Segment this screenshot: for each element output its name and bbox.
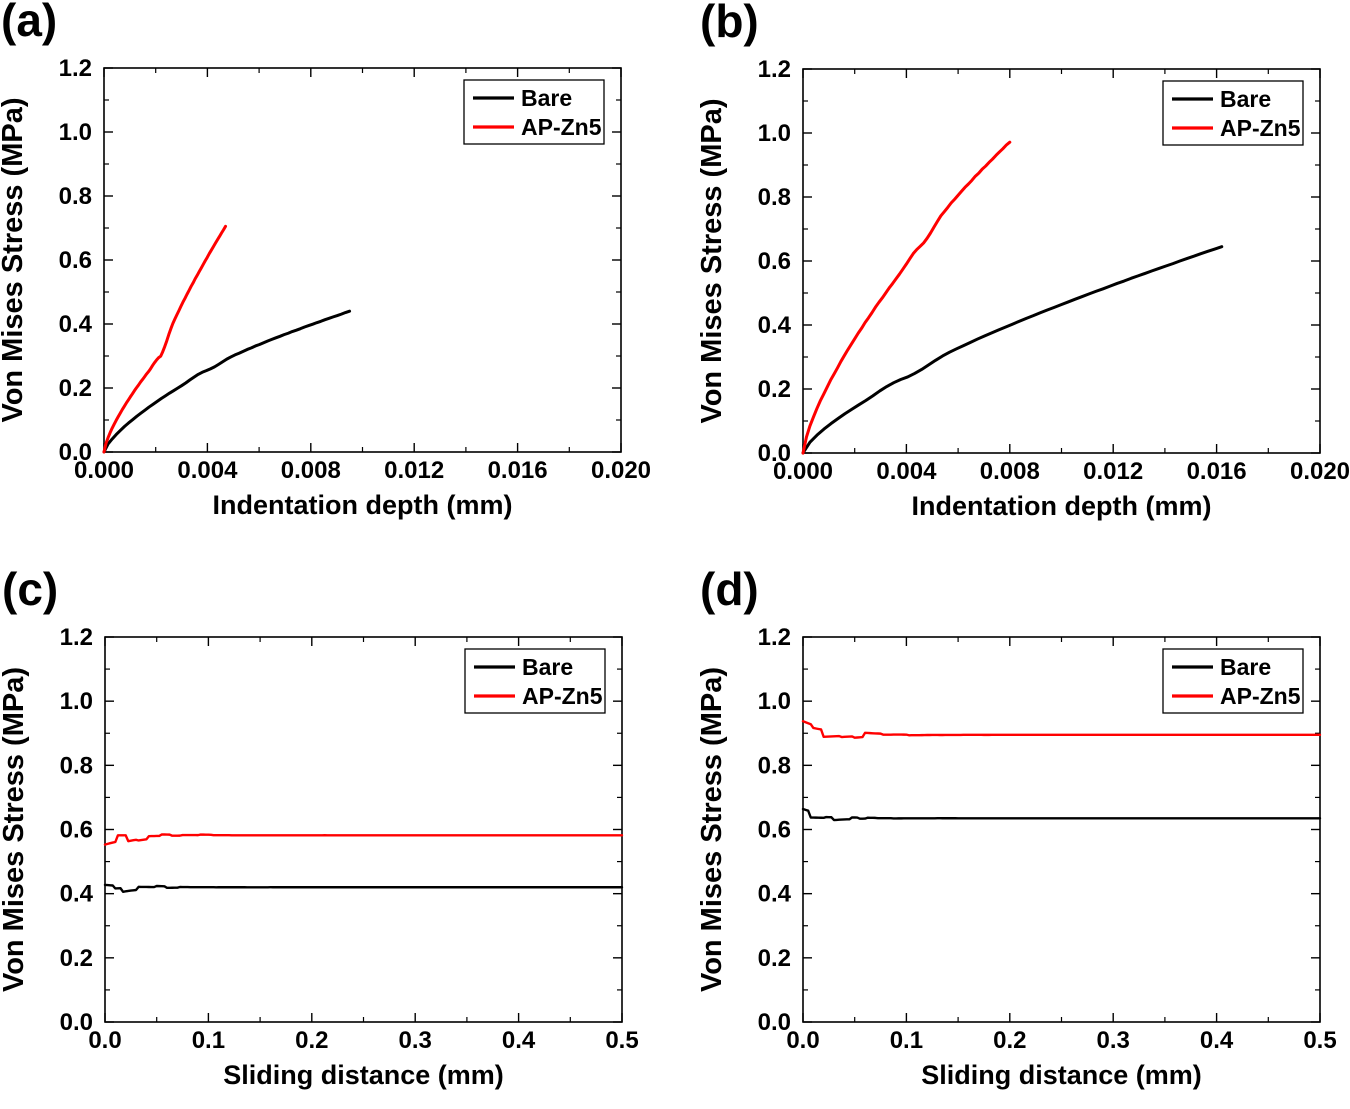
svg-text:0.016: 0.016 xyxy=(488,457,548,484)
svg-text:Indentation depth (mm): Indentation depth (mm) xyxy=(912,491,1212,521)
svg-text:0.0: 0.0 xyxy=(786,1027,819,1054)
svg-text:0.2: 0.2 xyxy=(993,1027,1026,1054)
svg-text:0.020: 0.020 xyxy=(591,457,651,484)
svg-text:Bare: Bare xyxy=(1220,654,1271,680)
svg-text:AP-Zn5: AP-Zn5 xyxy=(522,683,603,709)
svg-text:0.4: 0.4 xyxy=(59,311,93,338)
svg-text:Von Mises Stress (MPa): Von Mises Stress (MPa) xyxy=(0,97,29,422)
svg-text:1.0: 1.0 xyxy=(758,120,791,147)
svg-text:0.8: 0.8 xyxy=(59,183,92,210)
svg-text:Bare: Bare xyxy=(1220,86,1271,112)
svg-text:0.8: 0.8 xyxy=(758,184,791,211)
svg-text:0.008: 0.008 xyxy=(281,457,341,484)
svg-text:Sliding distance (mm): Sliding distance (mm) xyxy=(223,1060,504,1090)
svg-text:0.004: 0.004 xyxy=(876,458,937,485)
svg-text:1.0: 1.0 xyxy=(59,119,92,146)
svg-text:0.3: 0.3 xyxy=(1097,1027,1130,1054)
svg-text:0.020: 0.020 xyxy=(1290,458,1350,485)
svg-text:0.004: 0.004 xyxy=(177,457,238,484)
svg-text:Bare: Bare xyxy=(521,85,572,111)
svg-text:0.2: 0.2 xyxy=(59,375,92,402)
svg-text:0.4: 0.4 xyxy=(502,1027,536,1054)
svg-text:0.4: 0.4 xyxy=(758,312,792,339)
svg-text:0.6: 0.6 xyxy=(758,248,791,275)
svg-text:Von Mises Stress (MPa): Von Mises Stress (MPa) xyxy=(696,667,728,992)
svg-text:0.2: 0.2 xyxy=(60,945,93,972)
svg-text:1.2: 1.2 xyxy=(758,624,791,651)
svg-text:AP-Zn5: AP-Zn5 xyxy=(1220,683,1301,709)
svg-text:Von Mises Stress (MPa): Von Mises Stress (MPa) xyxy=(696,98,728,423)
svg-text:0.2: 0.2 xyxy=(758,945,791,972)
svg-text:0.012: 0.012 xyxy=(1083,458,1143,485)
svg-text:0.6: 0.6 xyxy=(758,817,791,844)
svg-text:0.5: 0.5 xyxy=(1303,1027,1336,1054)
svg-text:Von Mises Stress (MPa): Von Mises Stress (MPa) xyxy=(0,667,30,992)
svg-text:0.4: 0.4 xyxy=(758,881,792,908)
svg-text:0.012: 0.012 xyxy=(384,457,444,484)
svg-text:Bare: Bare xyxy=(522,654,573,680)
svg-text:AP-Zn5: AP-Zn5 xyxy=(521,114,602,140)
svg-text:0.2: 0.2 xyxy=(758,376,791,403)
svg-text:0.5: 0.5 xyxy=(605,1027,638,1054)
svg-text:0.8: 0.8 xyxy=(758,752,791,779)
svg-text:0.1: 0.1 xyxy=(890,1027,923,1054)
svg-text:1.2: 1.2 xyxy=(59,55,92,82)
svg-text:0.000: 0.000 xyxy=(74,457,134,484)
svg-text:0.4: 0.4 xyxy=(1200,1027,1234,1054)
svg-text:0.4: 0.4 xyxy=(60,881,94,908)
svg-text:1.2: 1.2 xyxy=(60,624,93,651)
svg-text:0.0: 0.0 xyxy=(88,1027,121,1054)
svg-text:Sliding distance (mm): Sliding distance (mm) xyxy=(921,1060,1202,1090)
svg-text:0.3: 0.3 xyxy=(399,1027,432,1054)
svg-text:0.8: 0.8 xyxy=(60,752,93,779)
svg-text:1.0: 1.0 xyxy=(758,688,791,715)
svg-text:0.016: 0.016 xyxy=(1187,458,1247,485)
svg-text:0.6: 0.6 xyxy=(60,817,93,844)
svg-text:0.008: 0.008 xyxy=(980,458,1040,485)
svg-text:0.2: 0.2 xyxy=(295,1027,328,1054)
svg-text:0.6: 0.6 xyxy=(59,247,92,274)
svg-text:1.2: 1.2 xyxy=(758,56,791,83)
svg-text:0.1: 0.1 xyxy=(192,1027,225,1054)
svg-text:Indentation depth (mm): Indentation depth (mm) xyxy=(213,490,513,520)
svg-text:AP-Zn5: AP-Zn5 xyxy=(1220,115,1301,141)
svg-text:1.0: 1.0 xyxy=(60,688,93,715)
svg-text:0.000: 0.000 xyxy=(773,458,833,485)
